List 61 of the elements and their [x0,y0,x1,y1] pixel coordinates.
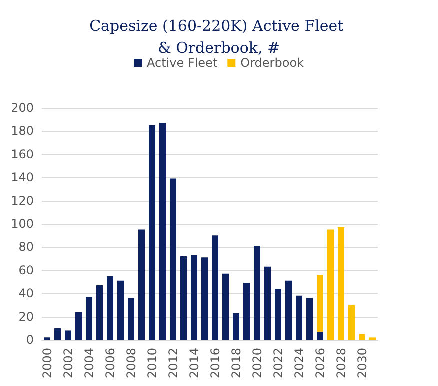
bar [212,236,219,340]
y-tick-label: 140 [11,170,34,185]
bar [348,305,356,340]
y-tick-label: 0 [26,333,34,347]
bar [54,328,62,340]
x-tick-label: 2000 [40,348,54,379]
bar [128,298,135,340]
x-tick-label: 2004 [82,348,96,379]
x-tick-label: 2024 [292,348,306,379]
bar [159,123,166,340]
bar [117,280,124,340]
x-tick-label: 2010 [145,348,160,379]
x-tick-label: 2022 [271,348,286,379]
bar [264,266,272,340]
x-tick-label: 2018 [229,348,244,379]
y-tick-label: 160 [11,147,34,162]
bar [316,275,324,332]
legend-label: Active Fleet [147,56,218,70]
y-tick-label: 20 [18,310,34,324]
bar [296,296,303,340]
x-tick-label: 2028 [334,348,348,379]
x-tick-label: 2026 [313,348,328,379]
bar [327,230,334,340]
y-tick-label: 40 [18,286,34,301]
x-tick-label: 2006 [103,348,118,379]
bar [338,227,345,340]
bar [274,288,282,340]
bar [232,313,240,340]
bar [285,280,292,340]
bar [243,283,250,340]
bar [170,178,177,340]
bar [316,332,324,340]
bar [201,258,208,340]
x-tick-label: 2030 [355,348,370,379]
y-tick-label: 100 [11,217,34,231]
x-tick-label: 2014 [187,348,202,379]
bar [96,285,104,340]
x-tick-label: 2016 [208,348,222,379]
y-tick-label: 120 [11,194,34,208]
x-tick-label: 2012 [166,348,180,379]
bar [138,230,146,340]
bar [86,297,93,340]
legend-label: Orderbook [240,56,304,70]
bar [190,255,198,340]
y-tick-label: 80 [18,240,34,254]
y-tick-label: 180 [11,124,34,138]
bar [64,330,72,340]
x-tick-label: 2008 [124,348,138,379]
bar [148,125,156,340]
x-tick-label: 2020 [250,348,264,379]
y-tick-label: 60 [18,263,34,278]
chart-title: Capesize (160-220K) Active Fleet & Orderbook, # [90,17,348,57]
y-tick-label: 200 [11,101,34,115]
bar [254,246,261,340]
bar [358,334,366,340]
x-tick-label: 2002 [61,348,76,379]
bar [306,298,314,340]
bar [180,256,188,340]
bar [106,276,114,340]
bar [75,312,82,340]
bar [222,274,230,340]
